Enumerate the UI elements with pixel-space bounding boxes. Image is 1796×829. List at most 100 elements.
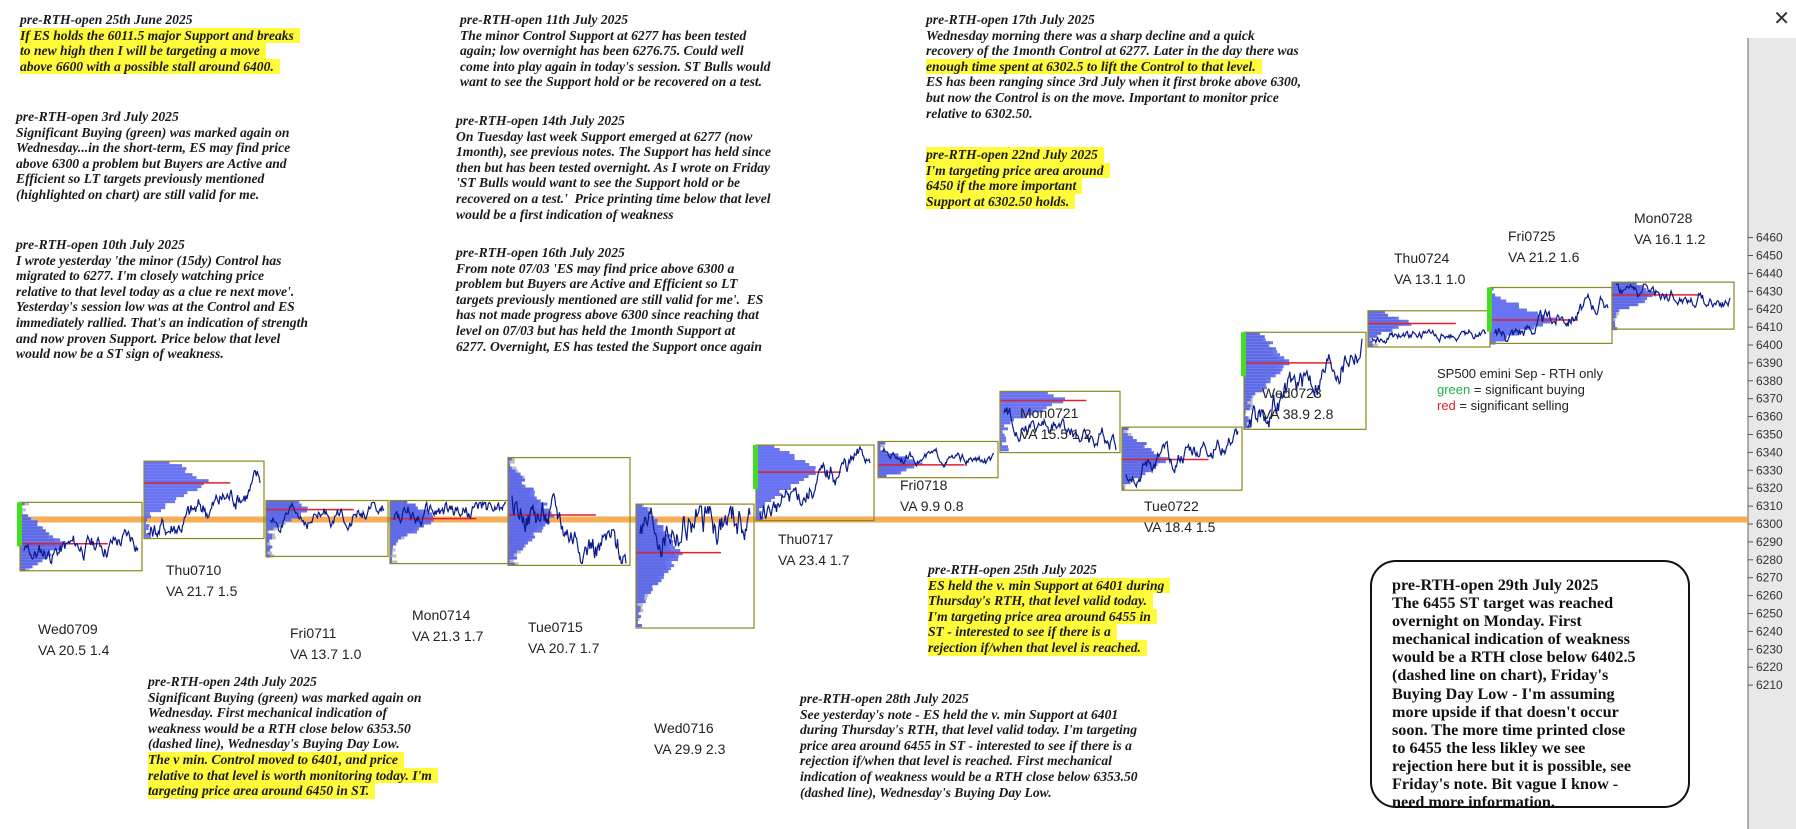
session-label: Thu0710	[166, 562, 221, 578]
volume-profile-bar	[1000, 403, 1052, 407]
volume-profile-bar	[1244, 359, 1290, 363]
session-va-label: VA 21.2 1.6	[1508, 249, 1580, 265]
session-Fri0711: Fri0711 VA 13.7 1.0	[265, 499, 389, 662]
note-line: If ES holds the 6011.5 major Support and…	[20, 27, 300, 44]
y-axis-tick-label: 6450	[1756, 249, 1783, 263]
y-axis-tick-label: 6390	[1756, 356, 1783, 370]
volume-profile-bar	[1244, 386, 1267, 390]
volume-profile-bar	[636, 612, 639, 616]
volume-profile-bar	[1244, 401, 1248, 405]
volume-profile-bar	[636, 531, 667, 535]
note-n0625: pre-RTH-open 25th June 2025 If ES holds t…	[20, 12, 300, 75]
volume-profile-bar	[1612, 300, 1645, 304]
volume-profile-bar	[1122, 469, 1152, 473]
note-line: level on 07/03 but has held the 1month S…	[456, 322, 736, 338]
legend-red-text: = significant selling	[1455, 398, 1569, 413]
session-box	[635, 503, 755, 629]
callout-line: rejection here but it is possible, see	[1392, 756, 1632, 775]
volume-profile-bar	[508, 556, 518, 560]
volume-profile-bar	[266, 509, 308, 513]
volume-profile-bar	[266, 539, 269, 543]
price-line	[759, 445, 871, 520]
volume-profile-bar	[1368, 340, 1373, 344]
note-heading: pre-RTH-open 14th July 2025	[456, 113, 625, 128]
volume-profile-bar	[1244, 371, 1281, 375]
note-n0714: pre-RTH-open 14th July 2025 On Tuesday la…	[456, 113, 771, 222]
note-line: has not made progress above 6300 since r…	[456, 307, 759, 323]
volume-profile-bar	[1244, 404, 1251, 408]
volume-profile-bar	[266, 524, 280, 528]
volume-profile-bar	[756, 451, 790, 455]
session-label: Wed0723	[1262, 385, 1322, 401]
volume-profile-bar	[1244, 347, 1277, 351]
note-line: Significant Buying (green) was marked ag…	[16, 124, 290, 140]
volume-profile-bar	[636, 555, 679, 559]
session-label: Mon0714	[412, 607, 471, 623]
volume-profile-bar	[1368, 325, 1399, 329]
note-line: would be a first indication of weakness	[456, 206, 674, 222]
volume-profile-bar	[1490, 335, 1507, 339]
volume-profile-bar	[1244, 368, 1283, 372]
volume-profile-bar	[1000, 391, 1048, 395]
volume-profile-bar	[390, 554, 397, 558]
note-line: 6450 if the more important	[926, 178, 1083, 194]
session-Thu0717: Thu0717 VA 23.4 1.7	[753, 444, 875, 568]
volume-profile-bar	[508, 538, 533, 542]
volume-profile-bar	[266, 548, 270, 552]
volume-profile-bar	[878, 441, 885, 445]
volume-profile-bar	[636, 534, 672, 538]
volume-profile-bar	[1244, 344, 1270, 348]
volume-profile-bar	[636, 588, 653, 592]
note-line: The minor Control Support at 6277 has be…	[460, 27, 747, 43]
volume-profile-bar	[1000, 418, 1014, 422]
volume-profile-bar	[1244, 365, 1284, 369]
volume-profile-bar	[636, 537, 669, 541]
volume-profile-bar	[1368, 337, 1372, 341]
volume-profile-bar	[390, 554, 392, 558]
volume-profile-bar	[878, 447, 881, 451]
volume-profile-bar	[508, 466, 512, 470]
note-n0722: pre-RTH-open 22nd July 2025 I'm targeting…	[926, 147, 1110, 210]
volume-profile-bar	[1244, 398, 1251, 402]
session-label: Wed0709	[38, 621, 98, 637]
volume-profile-bar	[1244, 395, 1252, 399]
volume-profile-bar	[144, 497, 177, 501]
volume-profile-bar	[266, 530, 268, 534]
volume-profile-bar	[508, 532, 534, 536]
volume-profile-bar	[1490, 314, 1545, 318]
volume-profile-bar	[508, 463, 510, 467]
price-line	[147, 469, 261, 539]
volume-profile-bar	[1122, 484, 1126, 488]
note-line: I wrote yesterday 'the minor (15dy) Cont…	[16, 252, 282, 268]
session-box	[999, 390, 1121, 454]
volume-profile-bar	[756, 496, 775, 500]
volume-profile-bar	[266, 503, 302, 507]
note-line: weakness would be a RTH close below 6353…	[148, 720, 411, 736]
legend-title: SP500 emini Sep - RTH only	[1437, 366, 1603, 381]
volume-profile-bar	[636, 603, 643, 607]
volume-profile-bar	[1612, 282, 1637, 286]
price-line	[1247, 338, 1363, 428]
close-icon[interactable]: ✕	[1773, 6, 1790, 30]
volume-profile-bar	[508, 466, 517, 470]
volume-profile-bar	[756, 487, 792, 491]
y-axis-tick-label: 6340	[1756, 445, 1783, 459]
volume-profile-bar	[1122, 487, 1124, 491]
volume-profile-bar	[390, 539, 399, 543]
y-axis-tick-label: 6260	[1756, 589, 1783, 603]
volume-profile-bar	[266, 521, 284, 525]
volume-profile-bar	[1244, 419, 1251, 423]
volume-profile-bar	[144, 509, 161, 513]
legend-red-entry: red = significant selling	[1437, 398, 1603, 414]
volume-profile-bar	[756, 511, 762, 515]
volume-profile-bar	[636, 591, 652, 595]
volume-profile-bar	[1244, 362, 1290, 366]
volume-profile-bar	[266, 551, 273, 555]
volume-profile-bar	[20, 568, 26, 572]
note-n0703: pre-RTH-open 3rd July 2025 Significant Bu…	[16, 109, 290, 203]
y-axis-tick-label: 6420	[1756, 302, 1783, 316]
note-line: On Tuesday last week Support emerged at …	[456, 128, 753, 144]
volume-profile-bar	[1490, 311, 1538, 315]
y-axis-tick-label: 6400	[1756, 338, 1783, 352]
session-label: Fri0718	[900, 477, 948, 493]
